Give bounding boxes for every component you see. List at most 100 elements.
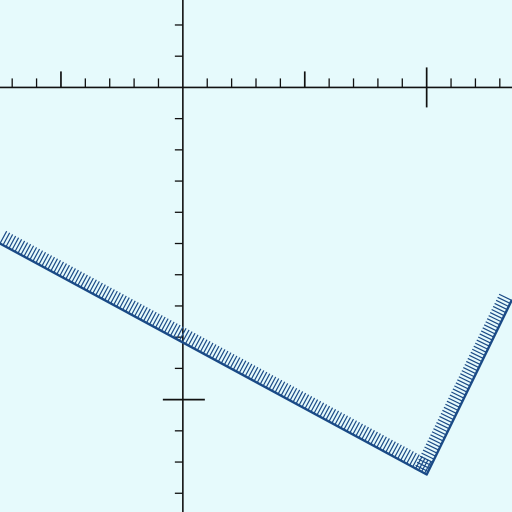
series-hatch-mark — [304, 396, 313, 409]
series-hatch-mark — [119, 295, 127, 309]
series-hatch-mark — [128, 300, 136, 314]
series-hatch-mark — [307, 397, 316, 411]
series-hatch-mark — [415, 464, 429, 473]
series-hatch-mark — [17, 240, 26, 254]
series-hatch-mark — [0, 230, 8, 244]
series-hatch-mark — [466, 360, 480, 369]
series-hatch-mark — [476, 339, 490, 347]
series-hatch-mark — [202, 341, 211, 354]
series-hatch-mark — [250, 366, 259, 380]
series-hatch-mark — [477, 336, 492, 344]
series-hatch-mark — [65, 266, 73, 280]
series-hatch-mark — [41, 253, 50, 267]
series-hatch-mark — [277, 381, 286, 395]
series-hatch-mark — [151, 313, 160, 327]
series-hatch-mark — [409, 452, 417, 466]
series-hatch-mark — [298, 392, 307, 406]
series-hatch-mark — [232, 357, 241, 371]
series-hatch-mark — [436, 422, 450, 430]
series-hatch-mark — [491, 308, 505, 317]
series-hatch-mark — [148, 311, 157, 325]
series-hatch-mark — [322, 405, 331, 419]
series-hatch-mark — [193, 336, 202, 350]
series-hatch-mark — [397, 446, 405, 460]
series-hatch-mark — [77, 273, 85, 286]
series-hatch-mark — [134, 303, 142, 317]
series-hatch-mark — [419, 455, 433, 463]
series-hatch-mark — [265, 374, 274, 388]
series-hatch-mark — [71, 269, 79, 283]
series-hatch-mark — [446, 400, 460, 408]
series-hatch-mark — [483, 324, 498, 332]
series-hatch-mark — [8, 235, 17, 249]
series-hatch-mark — [223, 352, 232, 366]
series-hatch-mark — [14, 239, 23, 252]
series-hatch-mark — [160, 318, 169, 332]
series-hatch-mark — [259, 371, 268, 385]
series-hatch-mark — [457, 379, 471, 387]
series-hatch-mark — [422, 449, 436, 457]
series-hatch-mark — [280, 383, 289, 396]
series-hatch-mark — [486, 318, 501, 326]
series-hatch-mark — [385, 439, 393, 453]
series-hatch-mark — [492, 305, 506, 314]
series-hatch-mark — [169, 323, 178, 337]
series-hatch-mark — [178, 328, 187, 341]
series-hatch-mark — [473, 345, 487, 353]
series-hatch-mark — [485, 321, 499, 329]
series-hatch-mark — [289, 387, 298, 401]
series-hatch-mark — [166, 321, 175, 335]
series-hatch-mark — [175, 326, 184, 340]
series-hatch-mark — [122, 297, 130, 311]
series-hatch-mark — [406, 451, 414, 464]
series-hatch-mark — [343, 417, 352, 430]
series-hatch-mark — [449, 394, 463, 402]
series-hatch-mark — [145, 310, 154, 324]
series-hatch-mark — [53, 260, 62, 273]
series-hatch-mark — [443, 406, 457, 414]
series-hatch-mark — [474, 342, 489, 350]
series-hatch-mark — [379, 436, 387, 450]
series-hatch-mark — [355, 423, 363, 437]
series-hatch-mark — [416, 461, 430, 469]
series-hatch-mark — [205, 342, 214, 356]
series-hatch-mark — [458, 376, 472, 384]
series-hatch-mark — [47, 256, 56, 270]
series-hatch-mark — [340, 415, 349, 429]
series-hatch-mark — [349, 420, 358, 434]
series-hatch-mark — [440, 412, 454, 421]
series-hatch-mark — [418, 458, 432, 466]
series-hatch-mark — [68, 268, 76, 282]
series-hatch-mark — [95, 282, 103, 296]
series-hatch-mark — [220, 350, 229, 364]
series-hatch-mark — [113, 292, 121, 306]
series-hatch-mark — [295, 391, 304, 405]
series-hatch-mark — [262, 373, 271, 387]
series-hatch-mark — [412, 454, 420, 468]
series-hatch-mark — [199, 339, 208, 353]
series-hatch-mark — [373, 433, 381, 447]
series-hatch-mark — [337, 413, 346, 427]
series-hatch-mark — [116, 294, 124, 307]
series-hatch-mark — [403, 449, 411, 463]
series-hatch-mark — [271, 378, 280, 392]
series-hatch-mark — [241, 362, 250, 375]
series-hatch-mark — [5, 234, 14, 248]
series-hatch-mark — [44, 255, 53, 269]
series-hatch-mark — [286, 386, 295, 400]
series-hatch-mark — [425, 443, 439, 451]
series-hatch-mark — [98, 284, 106, 298]
series-hatch-mark — [89, 279, 97, 293]
series-hatch-mark — [367, 430, 375, 443]
series-hatch-mark — [11, 237, 20, 251]
series-hatch-mark — [142, 308, 151, 322]
series-hatch-mark — [394, 444, 402, 458]
series-hatch-mark — [181, 329, 190, 343]
series-hatch-mark — [86, 277, 94, 291]
series-hatch-mark — [139, 307, 148, 320]
series-hatch-mark — [437, 418, 451, 427]
series-hatch-mark — [455, 382, 469, 390]
series-hatch-mark — [74, 271, 82, 285]
series-hatch-mark — [424, 446, 438, 454]
